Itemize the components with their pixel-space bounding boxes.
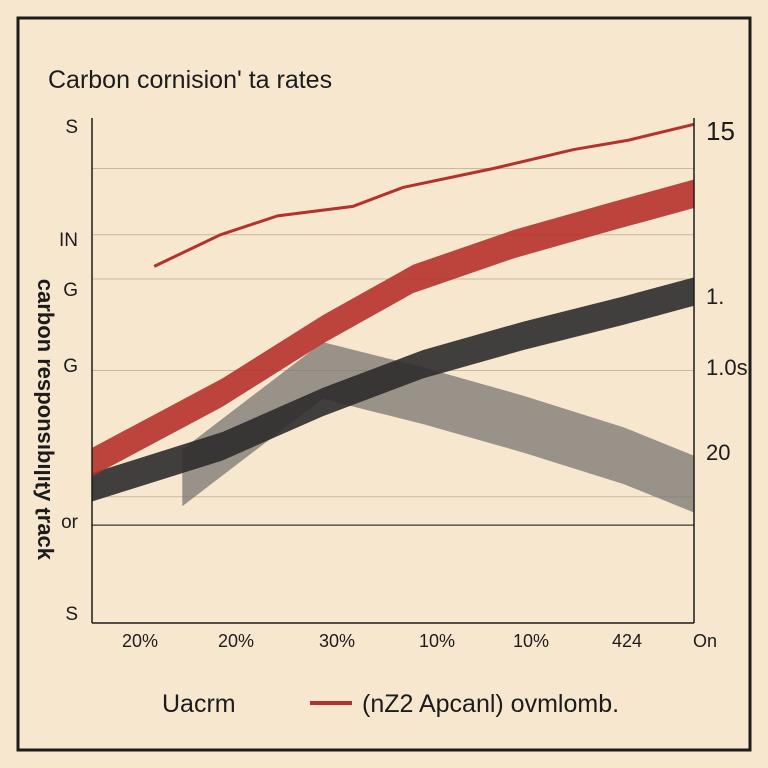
series-band-2 <box>92 277 694 502</box>
series-band-1 <box>92 179 694 477</box>
left-tick-label-0: S <box>65 117 78 138</box>
y-axis-label: ʞɔɐɹʇ ʎʇılıqısuodsǝɹ uoqɹɐɔ <box>30 279 55 560</box>
x-tick-label-3: 10% <box>419 631 455 651</box>
plot-series <box>92 122 695 513</box>
series-line-0 <box>153 122 695 268</box>
x-tick-label-0: 20% <box>122 631 158 651</box>
left-tick-label-3: G <box>63 356 78 377</box>
right-tick-label-0: 15 <box>706 116 735 146</box>
chart-frame <box>16 16 752 752</box>
x-tick-label-1: 20% <box>218 631 254 651</box>
tick-labels: 20% 20% 30% 10% 10% 424 On S IN G Gor S 15 1. 1.0s 20 <box>59 116 748 651</box>
legend-label-1: (nZ2 Apcanl) ovmlomb. <box>362 690 619 718</box>
left-tick-label-5: S <box>65 604 78 625</box>
right-tick-label-3: 20 <box>706 440 730 465</box>
chart-title: Carbon cornision' ta rates <box>48 66 332 94</box>
x-tick-label-2: 30% <box>319 631 355 651</box>
left-tick-label-1: IN <box>59 230 78 251</box>
x-tick-label-6: On <box>693 631 717 651</box>
left-tick-label-4: or <box>61 512 79 533</box>
legend: Uacrm (nZ2 Apcanl) ovmlomb. <box>162 690 619 718</box>
left-tick-label-2: G <box>63 280 78 301</box>
x-tick-label-5: 424 <box>612 631 642 651</box>
right-tick-label-2: 1.0s <box>706 355 748 380</box>
series-band-3 <box>182 342 695 513</box>
right-tick-label-1: 1. <box>706 284 724 309</box>
x-tick-label-4: 10% <box>513 631 549 651</box>
legend-label-0: Uacrm <box>162 690 236 718</box>
